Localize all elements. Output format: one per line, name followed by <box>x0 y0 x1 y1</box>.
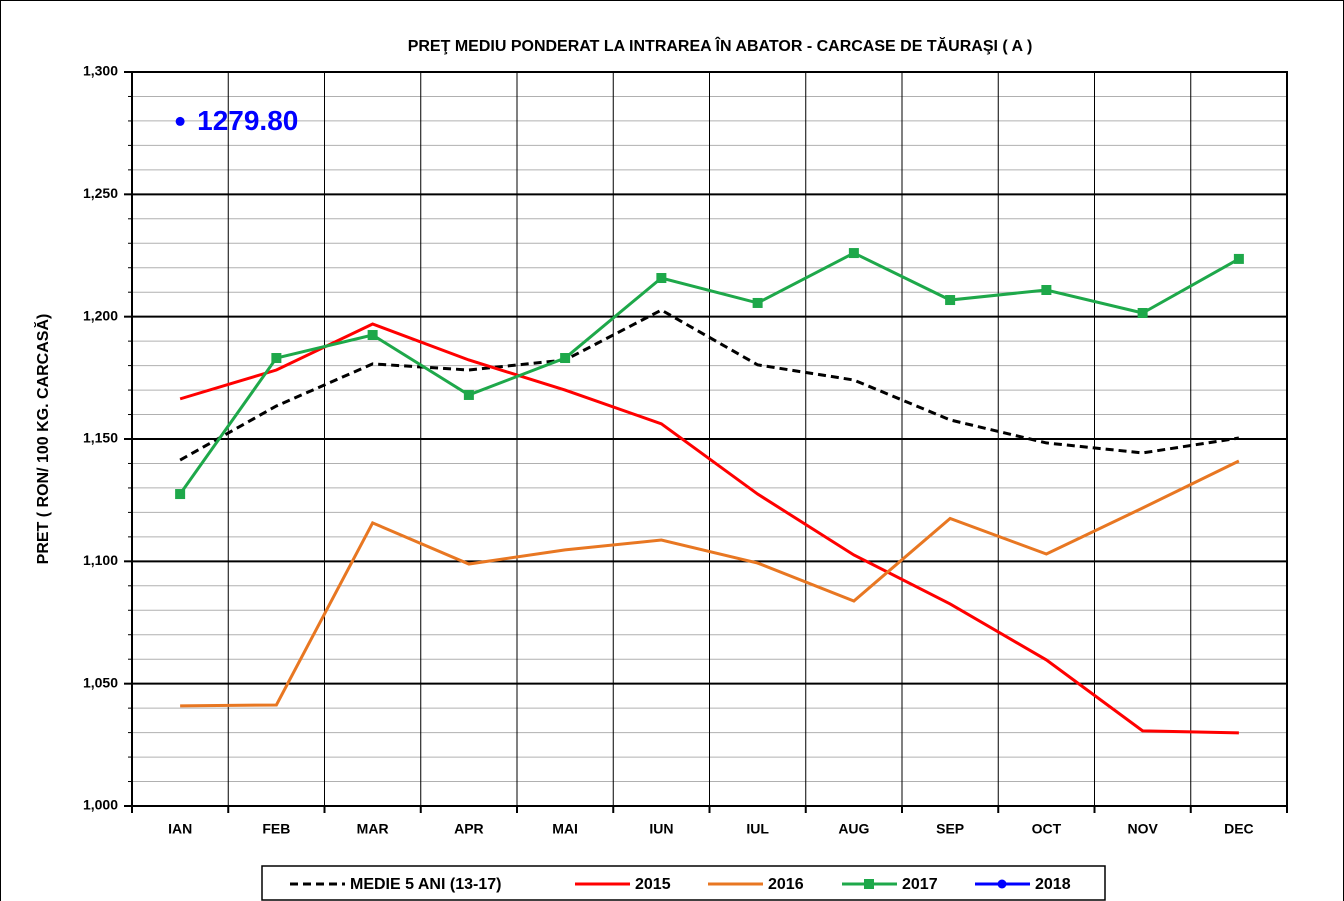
x-tick-label: NOV <box>1127 821 1158 837</box>
x-tick-label: MAI <box>552 821 578 837</box>
plot-area: 1,000 1,050 1,100 1,150 1,200 1,250 1,300 IAN FE… <box>83 63 1288 837</box>
legend-label: 2018 <box>1035 876 1071 893</box>
marker <box>175 489 186 500</box>
marker <box>271 353 282 364</box>
marker <box>864 879 874 889</box>
marker <box>1233 253 1244 264</box>
marker <box>945 295 956 306</box>
legend-label: 2017 <box>902 876 938 893</box>
legend-box <box>261 865 1106 901</box>
marker <box>367 330 378 341</box>
x-tick-label: SEP <box>936 821 964 837</box>
y-axis-title: PRET ( RON/ 100 KG. CARCASĂ) <box>33 314 52 565</box>
x-tick-label: IUL <box>746 821 769 837</box>
chart-title: PREŢ MEDIU PONDERAT LA INTRAREA ÎN ABATO… <box>408 36 1033 55</box>
series-line <box>178 251 1240 495</box>
marker <box>175 116 185 126</box>
y-tick-label: 1,100 <box>83 552 118 568</box>
marker <box>463 389 474 400</box>
y-tick-label: 1,300 <box>83 63 118 79</box>
x-tick-label: AUG <box>838 821 869 837</box>
plot-frame <box>131 71 1288 807</box>
y-tick-label: 1,050 <box>83 674 118 690</box>
x-tick-label: FEB <box>262 821 290 837</box>
y-tick-label: 1,000 <box>83 797 118 813</box>
y-tick-label: 1,150 <box>83 430 118 446</box>
y-tick-label: 1,200 <box>83 307 118 323</box>
marker <box>560 353 571 364</box>
data-label: 1279.80 <box>197 105 298 136</box>
legend: MEDIE 5 ANI (13-17) 2015 2016 2017 2018 <box>290 876 1071 893</box>
marker <box>1041 284 1052 295</box>
x-tick-label: DEC <box>1224 821 1254 837</box>
marker <box>656 273 667 284</box>
marker <box>997 879 1007 889</box>
series-line <box>180 459 1240 708</box>
x-tick-label: IUN <box>649 821 673 837</box>
x-tick-label: IAN <box>168 821 192 837</box>
x-tick-label: OCT <box>1032 821 1062 837</box>
series-line <box>179 308 1240 462</box>
legend-label: MEDIE 5 ANI (13-17) <box>350 876 501 893</box>
x-tick-label: MAR <box>357 821 389 837</box>
x-tick-label: APR <box>454 821 484 837</box>
legend-label: 2016 <box>768 876 804 893</box>
marker <box>752 297 763 308</box>
legend-label: 2015 <box>635 876 671 893</box>
marker <box>848 248 859 259</box>
marker <box>1137 307 1148 318</box>
series-line <box>179 322 1239 735</box>
y-tick-label: 1,250 <box>83 185 118 201</box>
